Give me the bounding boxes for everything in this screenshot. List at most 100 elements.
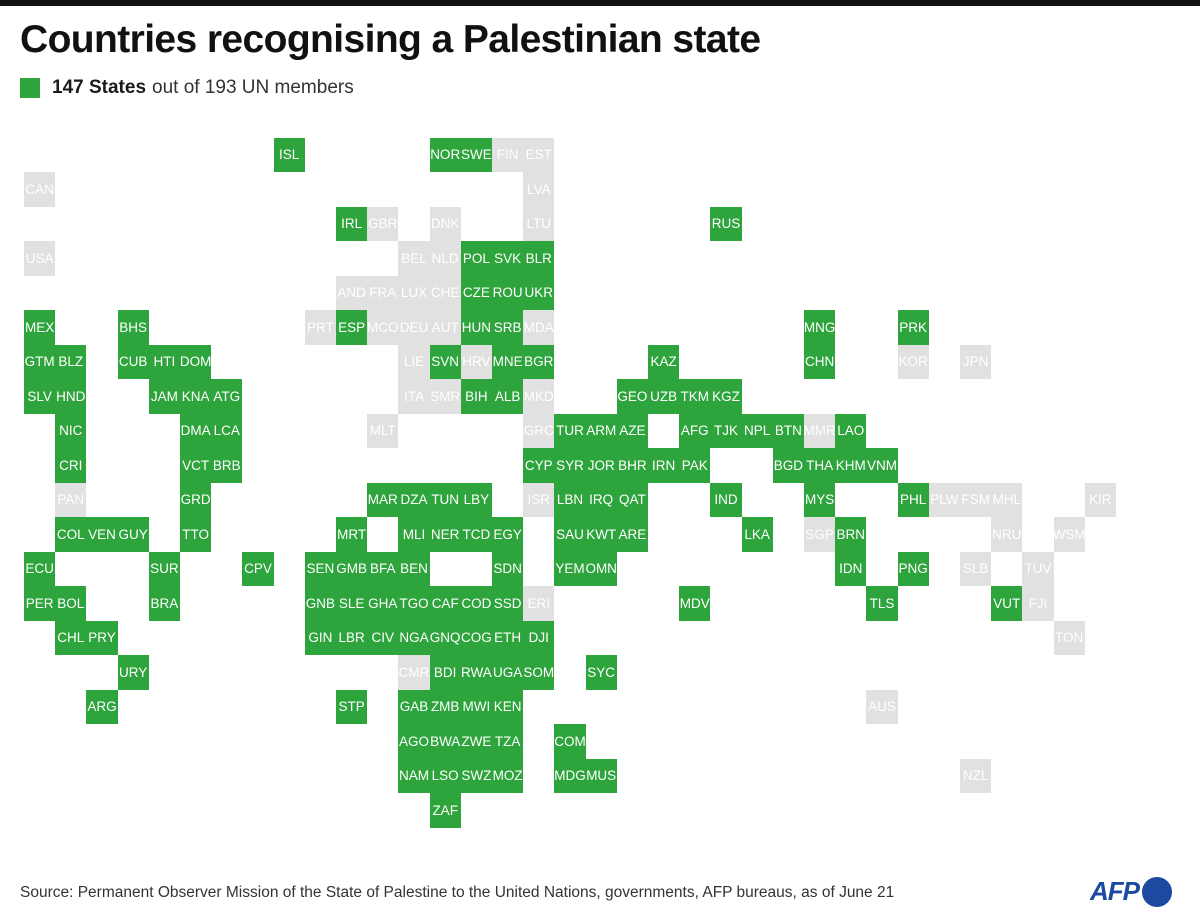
country-tile-hti: HTI (148, 344, 180, 379)
country-tile-tuv: TUV (1022, 551, 1054, 586)
country-tile-mwi: MWI (460, 689, 492, 724)
country-tile-bdi: BDI (429, 655, 461, 690)
country-tile-jpn: JPN (960, 344, 992, 379)
top-rule (0, 0, 1200, 6)
country-tile-pan: PAN (55, 482, 87, 517)
country-tile-ssd: SSD (492, 586, 524, 621)
country-tile-dji: DJI (523, 620, 555, 655)
country-tile-mar: MAR (367, 482, 399, 517)
country-tile-mlt: MLT (367, 413, 399, 448)
country-tile-idn: IDN (835, 551, 867, 586)
country-tile-mkd: MKD (523, 379, 555, 414)
country-tile-dma: DMA (180, 413, 212, 448)
country-tile-sdn: SDN (492, 551, 524, 586)
country-tile-sau: SAU (554, 517, 586, 552)
country-tile-cze: CZE (460, 275, 492, 310)
country-tile-nzl: NZL (960, 758, 992, 793)
country-tile-zaf: ZAF (429, 793, 461, 828)
country-tile-and: AND (336, 275, 368, 310)
country-tile-svk: SVK (492, 241, 524, 276)
country-tile-stp: STP (336, 689, 368, 724)
afp-logo-circle-icon (1142, 876, 1172, 907)
country-tile-mne: MNE (492, 344, 524, 379)
country-tile-ken: KEN (492, 689, 524, 724)
country-tile-jor: JOR (585, 448, 617, 483)
country-tile-sur: SUR (148, 551, 180, 586)
country-tile-cyp: CYP (523, 448, 555, 483)
country-tile-bol: BOL (55, 586, 87, 621)
country-tile-lby: LBY (460, 482, 492, 517)
country-tile-pry: PRY (86, 620, 118, 655)
afp-logo-text: AFP (1090, 876, 1140, 906)
country-tile-syr: SYR (554, 448, 586, 483)
country-tile-tha: THA (804, 448, 836, 483)
country-tile-nld: NLD (429, 241, 461, 276)
country-tile-gbr: GBR (367, 206, 399, 241)
country-tile-blz: BLZ (55, 344, 87, 379)
country-tile-isl: ISL (273, 137, 305, 172)
afp-logo: AFP (1090, 876, 1172, 907)
country-tile-dnk: DNK (429, 206, 461, 241)
country-tile-gnq: GNQ (429, 620, 461, 655)
country-tile-sen: SEN (304, 551, 336, 586)
country-tile-est: EST (523, 137, 555, 172)
country-tile-btn: BTN (772, 413, 804, 448)
country-tile-cog: COG (460, 620, 492, 655)
legend: 147 States out of 193 UN members (20, 74, 354, 102)
country-tile-mco: MCO (367, 310, 399, 345)
country-tile-smr: SMR (429, 379, 461, 414)
country-tile-tza: TZA (492, 724, 524, 759)
country-tile-caf: CAF (429, 586, 461, 621)
country-tile-can: CAN (24, 172, 56, 207)
country-tile-kgz: KGZ (710, 379, 742, 414)
country-tile-egy: EGY (492, 517, 524, 552)
legend-count: 147 States (52, 77, 147, 98)
country-tile-grd: GRD (180, 482, 212, 517)
country-tile-blr: BLR (523, 241, 555, 276)
country-tile-moz: MOZ (492, 758, 524, 793)
country-tile-phl: PHL (897, 482, 929, 517)
country-tile-tgo: TGO (398, 586, 430, 621)
country-tile-plw: PLW (928, 482, 960, 517)
country-tile-omn: OMN (585, 551, 617, 586)
country-tile-kwt: KWT (585, 517, 617, 552)
country-tile-uga: UGA (492, 655, 524, 690)
country-tile-zmb: ZMB (429, 689, 461, 724)
country-tile-nor: NOR (429, 137, 461, 172)
country-tile-gtm: GTM (24, 344, 56, 379)
country-tile-afg: AFG (679, 413, 711, 448)
country-tile-alb: ALB (492, 379, 524, 414)
country-tile-dza: DZA (398, 482, 430, 517)
country-tile-hun: HUN (460, 310, 492, 345)
country-tile-zwe: ZWE (460, 724, 492, 759)
country-tile-syc: SYC (585, 655, 617, 690)
country-tile-lva: LVA (523, 172, 555, 207)
country-tile-cod: COD (460, 586, 492, 621)
country-tile-kaz: KAZ (648, 344, 680, 379)
country-tile-che: CHE (429, 275, 461, 310)
country-tile-irn: IRN (648, 448, 680, 483)
source-note: Source: Permanent Observer Mission of th… (20, 884, 895, 901)
country-tile-slb: SLB (960, 551, 992, 586)
country-tile-mus: MUS (585, 758, 617, 793)
country-tile-bgd: BGD (772, 448, 804, 483)
country-tile-ukr: UKR (523, 275, 555, 310)
country-tile-srb: SRB (492, 310, 524, 345)
country-tile-bhs: BHS (117, 310, 149, 345)
country-tile-brn: BRN (835, 517, 867, 552)
country-tile-lie: LIE (398, 344, 430, 379)
country-tile-rou: ROU (492, 275, 524, 310)
country-tile-svn: SVN (429, 344, 461, 379)
country-tile-gmb: GMB (336, 551, 368, 586)
country-tile-gab: GAB (398, 689, 430, 724)
country-tile-ton: TON (1053, 620, 1085, 655)
country-tile-col: COL (55, 517, 87, 552)
country-tile-bel: BEL (398, 241, 430, 276)
country-tile-arm: ARM (585, 413, 617, 448)
country-tile-civ: CIV (367, 620, 399, 655)
country-tile-chl: CHL (55, 620, 87, 655)
country-tile-tjk: TJK (710, 413, 742, 448)
country-tile-fsm: FSM (960, 482, 992, 517)
country-tile-ner: NER (429, 517, 461, 552)
